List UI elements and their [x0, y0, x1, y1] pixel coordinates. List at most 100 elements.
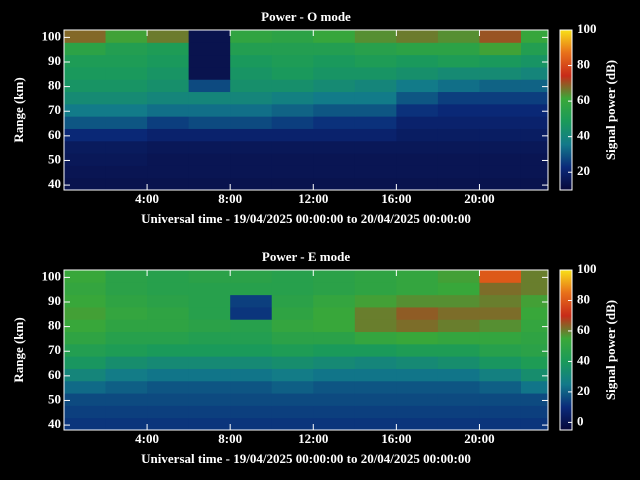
heat-cell	[437, 153, 480, 166]
heat-cell	[147, 177, 190, 191]
heat-cell	[105, 306, 148, 320]
heat-cell	[147, 165, 190, 179]
heat-cell	[188, 319, 231, 333]
heat-cell	[147, 331, 190, 345]
heat-cell	[147, 417, 190, 431]
heat-cell	[437, 306, 480, 320]
heat-cell	[188, 306, 231, 320]
heat-cell	[354, 66, 397, 80]
heat-cell	[479, 165, 522, 179]
heat-cell	[313, 103, 356, 117]
heat-cell	[271, 393, 314, 406]
heat-cell	[354, 91, 397, 105]
heat-cell	[479, 128, 522, 142]
heat-cell	[479, 79, 522, 93]
colorbar-label: Signal power (dB)	[603, 60, 618, 160]
heat-cell	[230, 128, 273, 142]
heat-cell	[479, 331, 522, 345]
heat-cell	[354, 282, 397, 296]
heat-cell	[271, 380, 314, 394]
heat-cell	[271, 177, 314, 191]
heat-cell	[105, 66, 148, 80]
heat-cell	[354, 319, 397, 333]
heat-cell	[188, 405, 231, 419]
heat-cell	[64, 128, 107, 142]
heat-cell	[64, 319, 107, 333]
heat-cell	[520, 306, 549, 320]
heat-cell	[437, 103, 480, 117]
heat-cell	[313, 368, 356, 382]
heat-cell	[230, 380, 273, 394]
heat-cell	[105, 270, 148, 283]
heat-cell	[230, 270, 273, 283]
colorbar-tick-label: 40	[577, 352, 590, 367]
heat-cell	[354, 128, 397, 142]
heat-cell	[147, 306, 190, 320]
heat-cell	[64, 54, 107, 68]
heat-cell	[105, 368, 148, 382]
heat-cell	[479, 140, 522, 154]
heat-cell	[396, 42, 439, 56]
heat-cell	[396, 380, 439, 394]
colorbar-tick-label: 0	[577, 413, 584, 428]
heat-cell	[354, 54, 397, 68]
heat-cell	[313, 417, 356, 431]
heat-cell	[437, 91, 480, 105]
heat-cell	[271, 140, 314, 154]
heat-cell	[437, 380, 480, 394]
heat-cell	[188, 165, 231, 179]
heat-cell	[230, 306, 273, 320]
colorbar-label: Signal power (dB)	[603, 300, 618, 400]
heat-cell	[354, 306, 397, 320]
y-tick-label: 90	[48, 293, 61, 308]
heat-cell	[396, 343, 439, 357]
heat-cell	[479, 393, 522, 406]
y-tick-label: 40	[48, 416, 61, 431]
heat-cell	[64, 116, 107, 129]
heat-cell	[520, 91, 549, 105]
heat-cell	[396, 294, 439, 308]
heat-cell	[230, 153, 273, 166]
heat-cell	[188, 103, 231, 117]
heat-cell	[437, 331, 480, 345]
heat-cell	[396, 356, 439, 369]
heat-cell	[230, 417, 273, 431]
heat-cell	[313, 331, 356, 345]
heat-cell	[105, 128, 148, 142]
heat-cell	[188, 30, 231, 43]
heat-cell	[354, 368, 397, 382]
heat-cell	[313, 116, 356, 129]
heat-cell	[64, 405, 107, 419]
y-tick-label: 60	[48, 367, 61, 382]
heat-cell	[479, 42, 522, 56]
heat-cell	[230, 343, 273, 357]
heat-cell	[479, 368, 522, 382]
heat-cell	[396, 54, 439, 68]
heat-cell	[396, 140, 439, 154]
heat-cell	[188, 343, 231, 357]
heat-cell	[396, 319, 439, 333]
heat-cell	[271, 30, 314, 43]
heat-cell	[188, 66, 231, 80]
heat-cell	[520, 368, 549, 382]
heat-cell	[313, 165, 356, 179]
heat-cell	[188, 116, 231, 129]
heat-cell	[64, 103, 107, 117]
heat-cell	[147, 153, 190, 166]
heat-cell	[520, 103, 549, 117]
heat-cell	[147, 140, 190, 154]
heat-cell	[354, 417, 397, 431]
heat-cell	[64, 282, 107, 296]
heat-cell	[147, 79, 190, 93]
heat-cell	[271, 128, 314, 142]
heat-cell	[105, 294, 148, 308]
heat-cell	[105, 103, 148, 117]
heat-cell	[230, 140, 273, 154]
heat-cell	[354, 331, 397, 345]
heat-cell	[188, 282, 231, 296]
heat-cell	[230, 331, 273, 345]
heat-cell	[354, 343, 397, 357]
heat-cell	[271, 368, 314, 382]
heat-cell	[271, 79, 314, 93]
heat-cell	[479, 306, 522, 320]
